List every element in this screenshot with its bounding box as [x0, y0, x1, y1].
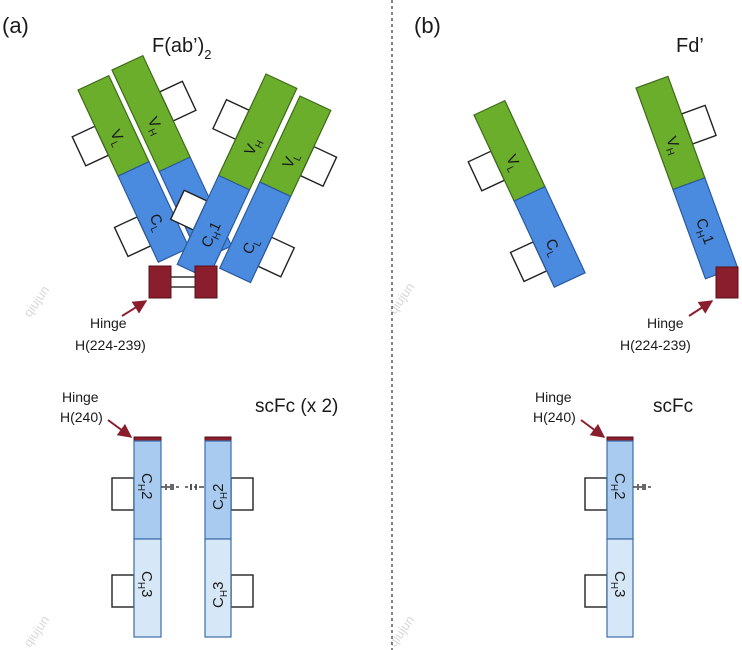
watermark-text: qiujun [385, 613, 417, 650]
hinge-arrow [688, 300, 714, 317]
ch2-label: CH2 [210, 484, 230, 510]
fab2-title: F(ab’)2 [152, 35, 211, 62]
hinge-range: H(224-239) [620, 337, 691, 353]
hinge-label: Hinge [90, 315, 127, 331]
ch3-label: CH3 [210, 582, 230, 608]
glycan [633, 484, 651, 490]
ch3-label: CH3 [608, 571, 628, 597]
fd-title: Fd’ [676, 35, 704, 57]
ch2-label: CH2 [608, 473, 628, 499]
scfc-chain-right: CH2 CH3 [204, 436, 254, 638]
b-light-chain: VL CL [467, 99, 586, 288]
fc-hinge-arrow [107, 419, 133, 438]
glycan-right [185, 484, 204, 490]
watermark-text: qiujun [20, 613, 52, 650]
ch3-label: CH3 [135, 571, 155, 597]
ch2-domain [606, 440, 634, 540]
b-scfc-chain: CH2 CH3 [584, 436, 634, 638]
scfc-title: scFc [653, 396, 693, 417]
ch3-loop [111, 574, 135, 608]
fc-hinge-pos: H(240) [60, 409, 103, 425]
fc-hinge-arrow [580, 419, 606, 438]
scfc-chain-left: CH2 CH3 [111, 436, 162, 638]
fc-hinge-cap [606, 436, 634, 442]
ch3-domain [204, 538, 232, 638]
cl-label: CL [239, 235, 264, 259]
fc-hinge-cap [204, 436, 232, 442]
fc-hinge-label: Hinge [62, 389, 99, 405]
vl-label: VL [279, 149, 304, 172]
panel-b: (b) Fd’ VL CL VH CH1 Hinge H(224-239) Hi… [414, 13, 739, 638]
hinge-range: H(224-239) [75, 337, 146, 353]
panel-a: (a) F(ab’)2 VL CL VH CH1 VH CH1 [2, 13, 338, 638]
cl-domain [117, 160, 190, 263]
fc-hinge-cap [133, 436, 162, 442]
hinge-arrow [121, 300, 148, 317]
ch3-domain [133, 538, 162, 638]
cl-domain [513, 185, 586, 288]
hinge-label: Hinge [647, 315, 684, 331]
ch3-loop [230, 574, 254, 608]
watermark-text: qiujun [20, 283, 52, 320]
ch2-loop [230, 477, 254, 511]
fc-hinge-pos: H(240) [533, 409, 576, 425]
right-light-chain: VL CL [218, 95, 338, 284]
cl-domain [218, 181, 292, 284]
ch2-domain [133, 440, 162, 540]
hinge-block [715, 266, 739, 299]
hinge-right [194, 265, 218, 299]
b-heavy-chain: VH CH1 [635, 75, 739, 280]
ch1-domain [176, 174, 251, 280]
watermark-text: qiujun [385, 280, 417, 317]
ch2-loop [111, 477, 135, 511]
panel-label-b: (b) [414, 13, 441, 38]
ch2-loop [584, 477, 608, 511]
fc-hinge-label: Hinge [535, 389, 572, 405]
hinge-left [148, 265, 172, 299]
left-light-chain: VL CL [71, 74, 190, 263]
scfc-title: scFc (x 2) [255, 396, 338, 417]
ch2-label: CH2 [135, 473, 155, 499]
right-heavy-chain: VH CH1 [169, 73, 298, 280]
ch3-domain [606, 538, 634, 638]
panel-label-a: (a) [2, 13, 29, 38]
glycan-left [161, 484, 179, 490]
vh-label: VH [241, 135, 266, 159]
ch3-loop [584, 574, 608, 608]
